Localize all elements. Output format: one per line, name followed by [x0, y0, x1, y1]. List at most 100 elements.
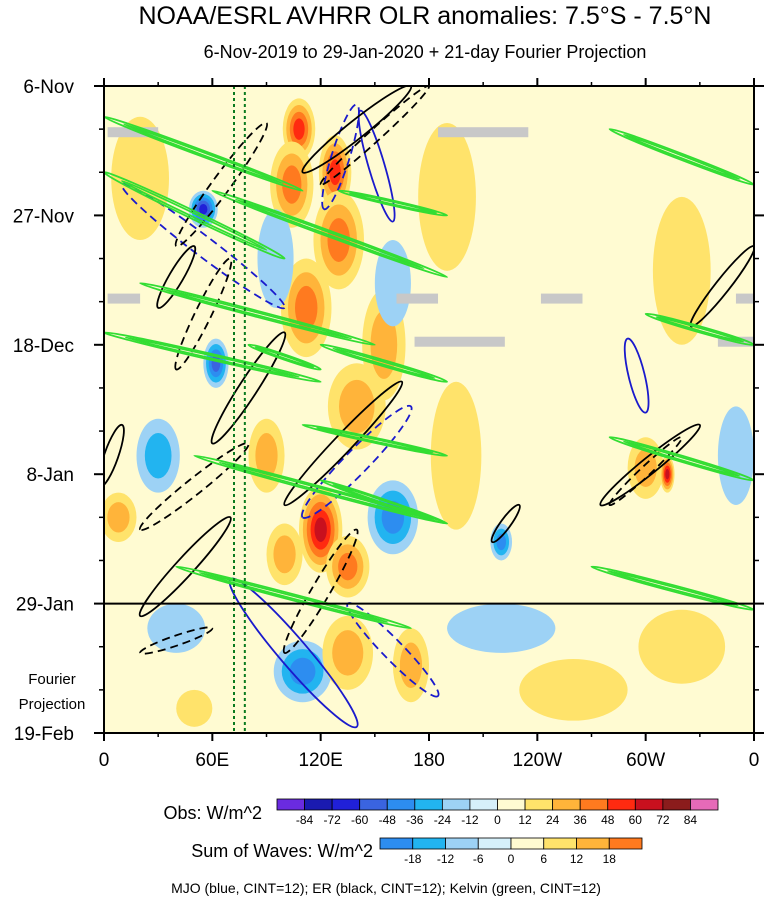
obs-colorbar-swatch	[662, 798, 691, 811]
kelvin-contour-28	[104, 331, 322, 383]
waves-colorbar-level-label: 0	[508, 852, 515, 866]
kelvin-inner-contour-38	[254, 346, 315, 368]
anomaly-level	[107, 502, 130, 533]
projection-region-7	[519, 659, 628, 721]
missing-data-bar	[396, 293, 439, 304]
kelvin-inner-contour-30	[316, 427, 434, 454]
axes: 0 60E 120E 180 120W 60W 0 6-Nov 27-Nov 18-Dec 8-Ja…	[13, 77, 764, 771]
obs-colorbar-level-label: 48	[601, 813, 615, 827]
anomaly-level	[273, 535, 296, 574]
obs-colorbar-swatch	[497, 798, 526, 811]
obs-colorbar-swatch	[304, 798, 333, 811]
obs-colorbar-swatch	[441, 798, 471, 811]
obs-colorbar-swatch	[469, 798, 498, 811]
waves-colorbar-swatch	[510, 837, 545, 850]
anomaly-level	[255, 432, 278, 479]
obs-colorbar-level-label: -24	[434, 813, 452, 827]
x-tick-label: 60E	[195, 750, 229, 771]
anomaly-level	[418, 122, 476, 271]
anomaly-region-23	[717, 406, 754, 506]
x-tick-label: 120W	[513, 750, 563, 771]
waves-colorbar-level-label: 18	[603, 852, 617, 866]
kelvin-contour-29	[319, 343, 448, 383]
kelvin-inner-contour-33	[198, 571, 389, 624]
anomaly-level	[329, 159, 341, 186]
x-tick-label: 60W	[626, 750, 665, 771]
kelvin-contour-24	[104, 171, 286, 260]
waves-colorbar-swatch	[445, 837, 479, 850]
er-contour-21	[490, 503, 521, 544]
anomaly-region-11	[104, 492, 137, 542]
projection-label-line2: Projection	[19, 696, 86, 713]
missing-data-bar	[735, 293, 754, 304]
kelvin-inner-contour-35	[655, 316, 745, 343]
mjo-contour-0	[357, 109, 396, 223]
waves-colorbar-swatch	[576, 837, 610, 850]
kelvin-contour-35	[644, 312, 754, 346]
anomaly-level	[339, 379, 375, 433]
projection-region-1	[147, 603, 206, 653]
waves-colorbar-swatch	[412, 837, 446, 850]
waves-colorbar-level-label: 6	[540, 852, 547, 866]
anomaly-level	[257, 209, 294, 308]
kelvin-contour-33	[175, 565, 412, 630]
obs-colorbar: -84 -72 -60 -48 -36 -24 -12 0 12 24 36 48 60 72 84	[276, 798, 719, 827]
kelvin-inner-contour-27	[162, 288, 353, 340]
obs-colorbar-level-label: 72	[656, 813, 670, 827]
projection-region-3	[392, 628, 430, 703]
obs-colorbar-swatch	[690, 798, 719, 811]
mjo-contour-4	[301, 404, 413, 519]
obs-colorbar-level-label: -48	[379, 813, 397, 827]
waves-colorbar-label: Sum of Waves: W/m^2	[191, 841, 373, 861]
obs-colorbar-label: Obs: W/m^2	[164, 803, 262, 823]
obs-colorbar-swatch	[607, 798, 636, 811]
y-tick-label: 27-Nov	[13, 206, 75, 227]
obs-colorbar-swatch	[276, 798, 305, 811]
er-contour-22	[139, 626, 214, 655]
anomaly-level	[665, 468, 670, 480]
kelvin-contour-26	[337, 189, 448, 217]
obs-colorbar-level-label: 84	[684, 813, 698, 827]
anomaly-region-17	[111, 116, 169, 241]
obs-colorbar-level-label: 0	[494, 813, 501, 827]
projection-region-0	[273, 640, 332, 703]
waves-colorbar-level-label: -18	[404, 852, 422, 866]
obs-colorbar-level-label: -12	[461, 813, 479, 827]
obs-colorbar-level-label: -60	[351, 813, 369, 827]
anomaly-level	[717, 406, 754, 506]
waves-colorbar-swatch	[608, 837, 643, 850]
projection-level	[447, 603, 556, 653]
er-contour-9	[174, 121, 268, 248]
y-tick-label: 29-Jan	[16, 595, 74, 616]
obs-colorbar-swatch	[414, 798, 443, 811]
kelvin-contour-27	[139, 282, 376, 346]
plot-area	[104, 86, 754, 733]
projection-level	[332, 630, 364, 676]
waves-colorbar-level-label: -12	[437, 852, 455, 866]
projection-region-6	[447, 603, 556, 653]
obs-colorbar-level-label: -36	[406, 813, 424, 827]
missing-data-bar	[107, 293, 141, 304]
kelvin-inner-contour-23	[122, 123, 284, 185]
obs-colorbar-swatch	[552, 798, 581, 811]
anomaly-region-6	[327, 363, 386, 450]
footnote: MJO (blue, CINT=12); ER (black, CINT=12)…	[171, 880, 601, 896]
anomaly-level	[634, 449, 657, 487]
er-contour-18	[599, 423, 701, 507]
y-tick-label: 18-Dec	[13, 336, 74, 357]
kelvin-contour-32	[319, 479, 448, 525]
anomaly-level	[314, 517, 327, 542]
kelvin-contour-25	[211, 189, 448, 279]
kelvin-inner-contour-24	[121, 179, 268, 251]
anomaly-level	[652, 196, 711, 345]
waves-colorbar-swatch	[477, 837, 512, 850]
er-contour-11	[174, 257, 233, 371]
anomaly-level	[430, 381, 482, 530]
kelvin-inner-contour-28	[124, 336, 300, 378]
obs-colorbar-level-label: -72	[323, 813, 341, 827]
obs-colorbar-level-label: 12	[518, 813, 532, 827]
kelvin-contour-30	[301, 423, 448, 457]
projection-level	[638, 609, 726, 684]
obs-colorbar-swatch	[359, 798, 388, 811]
y-tick-label: 8-Jan	[26, 465, 74, 486]
